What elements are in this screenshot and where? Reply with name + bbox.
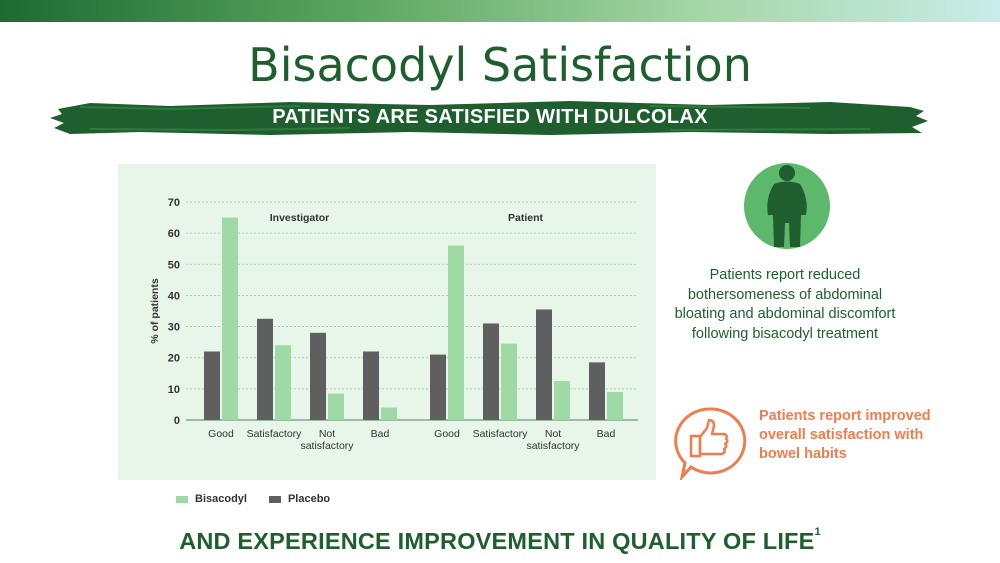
chart-panel <box>118 164 656 480</box>
y-axis-label: % of patients <box>149 278 161 343</box>
bar-bisacodyl <box>448 245 464 420</box>
bar-bisacodyl <box>607 391 623 420</box>
y-tick-label: 20 <box>168 353 180 365</box>
satisfaction-info-text: Patients report improved overall satisfa… <box>759 408 931 462</box>
bar-bisacodyl <box>222 217 238 420</box>
group-label: Patient <box>508 212 544 224</box>
footer-reference: 1 <box>814 526 821 538</box>
legend-label-placebo: Placebo <box>287 493 331 505</box>
bar-placebo <box>363 351 379 420</box>
chart-legend: Bisacodyl Placebo <box>176 493 330 505</box>
legend-swatch-placebo <box>268 495 281 503</box>
category-label: Good <box>434 428 460 440</box>
category-label: Not <box>545 428 561 440</box>
bar-placebo <box>430 354 446 420</box>
y-tick-label: 60 <box>168 228 180 240</box>
bar-bisacodyl <box>501 343 517 420</box>
bar-placebo <box>257 318 273 420</box>
legend-item-placebo: Placebo <box>268 493 331 505</box>
category-label: satisfactory <box>526 440 580 452</box>
bar-placebo <box>310 332 326 420</box>
bar-placebo <box>536 309 552 420</box>
bar-placebo <box>483 323 499 420</box>
legend-label-bisacodyl: Bisacodyl <box>195 493 247 505</box>
category-label: satisfactory <box>300 440 354 452</box>
legend-item-bisacodyl: Bisacodyl <box>176 493 247 505</box>
bar-placebo <box>589 362 605 420</box>
brush-stroke-banner <box>50 101 928 135</box>
category-label: Satisfactory <box>247 428 303 440</box>
slide-subtitle: PATIENTS ARE SATISFIED WITH DULCOLAX <box>272 106 708 128</box>
category-label: Good <box>208 428 234 440</box>
y-tick-label: 70 <box>168 197 180 209</box>
category-label: Bad <box>597 428 616 440</box>
top-gradient-bar <box>0 0 1000 22</box>
bar-bisacodyl <box>554 381 570 420</box>
bar-bisacodyl <box>275 345 291 420</box>
legend-swatch-bisacodyl <box>176 495 188 503</box>
category-label: Bad <box>371 428 390 440</box>
y-tick-label: 50 <box>168 259 180 271</box>
bloating-info-text: Patients report reduced bothersomeness o… <box>674 267 896 342</box>
bar-bisacodyl <box>328 393 344 420</box>
thumbs-up-speech-icon <box>674 407 747 480</box>
y-tick-label: 0 <box>174 415 180 427</box>
group-label: Investigator <box>270 212 330 224</box>
bar-placebo <box>204 351 220 420</box>
y-tick-label: 40 <box>168 290 180 302</box>
category-label: Satisfactory <box>473 428 529 440</box>
category-label: Not <box>319 428 335 440</box>
y-tick-label: 10 <box>168 384 180 396</box>
footer-headline: AND EXPERIENCE IMPROVEMENT IN QUALITY OF… <box>0 526 1000 555</box>
y-tick-label: 30 <box>168 322 180 334</box>
footer-text: AND EXPERIENCE IMPROVEMENT IN QUALITY OF… <box>179 528 815 554</box>
satisfaction-bar-chart: 0 10 20 30 40 50 60 70 % of patients Investigator… <box>149 197 638 452</box>
bar-bisacodyl <box>381 407 397 420</box>
person-icon <box>744 163 830 249</box>
slide-title: Bisacodyl Satisfaction <box>248 38 752 92</box>
